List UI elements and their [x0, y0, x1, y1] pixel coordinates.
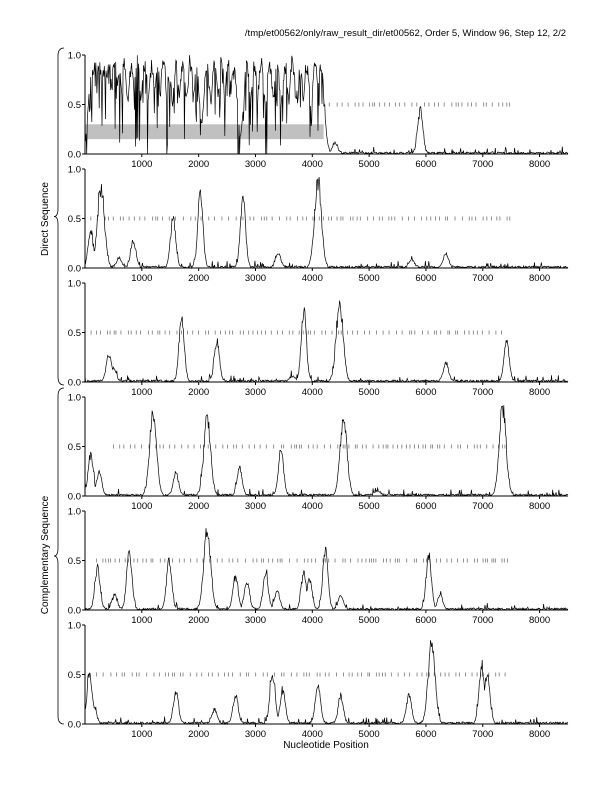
x-tick-label: 6000 — [415, 387, 436, 398]
direct-bracket — [53, 47, 65, 386]
x-tick-label: 3000 — [245, 615, 266, 626]
figure-header-title: /tmp/et00562/only/raw_result_dir/et00562… — [245, 28, 566, 39]
x-tick-label: 4000 — [302, 501, 323, 512]
x-tick-label: 8000 — [529, 273, 550, 284]
panel-5: 0.0 0.5 1.0 1000 2000 3000 4000 5000 6000 7000 800… — [68, 507, 569, 626]
y-tick-label: 0.5 — [68, 442, 81, 453]
panel-6: 0.0 0.5 1.0 1000 2000 3000 4000 5000 6000 7000 800… — [68, 621, 569, 740]
x-tick-label: 1000 — [131, 159, 152, 170]
y-tick-label: 0.0 — [68, 150, 81, 161]
x-tick-label: 7000 — [472, 273, 493, 284]
x-tick-label: 4000 — [302, 159, 323, 170]
x-tick-label: 7000 — [472, 387, 493, 398]
hit-marks — [95, 558, 509, 563]
x-tick-label: 5000 — [359, 501, 380, 512]
x-tick-label: 8000 — [529, 615, 550, 626]
y-tick-label: 1.0 — [68, 621, 81, 632]
y-tick-label: 1.0 — [68, 279, 81, 290]
signal-trace — [84, 640, 569, 726]
x-tick-label: 1000 — [131, 615, 152, 626]
signal-trace — [84, 177, 569, 270]
shaded-band — [85, 124, 324, 140]
y-tick-label: 1.0 — [68, 165, 81, 176]
complementary-bracket — [53, 387, 65, 725]
x-tick-label: 6000 — [415, 615, 436, 626]
x-tick-label: 5000 — [359, 729, 380, 740]
y-tick-label: 0.0 — [68, 264, 81, 275]
x-tick-label: 3000 — [245, 387, 266, 398]
signal-trace — [84, 300, 569, 384]
x-tick-label: 5000 — [359, 273, 380, 284]
y-tick-label: 0.0 — [68, 720, 81, 731]
x-tick-label: 5000 — [359, 615, 380, 626]
x-tick-label: 4000 — [302, 615, 323, 626]
x-tick-label: 4000 — [302, 273, 323, 284]
x-tick-label: 7000 — [472, 615, 493, 626]
complementary-sequence-label: Complementary Sequence — [40, 495, 51, 614]
y-tick-label: 1.0 — [68, 51, 81, 62]
x-tick-label: 5000 — [359, 159, 380, 170]
signal-trace — [84, 528, 569, 612]
x-axis-title: Nucleotide Position — [283, 740, 369, 751]
y-tick-label: 0.5 — [68, 670, 81, 681]
signal-trace — [84, 405, 569, 498]
x-tick-label: 8000 — [529, 501, 550, 512]
x-tick-label: 6000 — [415, 501, 436, 512]
x-tick-label: 4000 — [302, 387, 323, 398]
hit-marks — [84, 216, 511, 221]
panel-1: 0.0 0.5 1.0 1000 2000 3000 4000 5000 6000 7000 800… — [68, 51, 569, 170]
x-tick-label: 8000 — [529, 729, 550, 740]
x-tick-label: 7000 — [472, 501, 493, 512]
x-tick-label: 8000 — [529, 159, 550, 170]
x-tick-label: 1000 — [131, 501, 152, 512]
direct-sequence-label: Direct Sequence — [40, 182, 51, 256]
panel-4: 0.0 0.5 1.0 1000 2000 3000 4000 5000 6000 7000 800… — [68, 393, 569, 512]
hit-marks — [95, 672, 506, 677]
x-tick-label: 2000 — [188, 387, 209, 398]
group-brackets — [53, 47, 65, 725]
x-tick-label: 1000 — [131, 273, 152, 284]
y-tick-label: 0.0 — [68, 492, 81, 503]
y-tick-label: 1.0 — [68, 507, 81, 518]
y-tick-label: 0.5 — [68, 214, 81, 225]
x-tick-label: 7000 — [472, 729, 493, 740]
x-tick-label: 1000 — [131, 387, 152, 398]
x-tick-label: 2000 — [188, 615, 209, 626]
x-tick-label: 6000 — [415, 159, 436, 170]
x-tick-label: 5000 — [359, 387, 380, 398]
signal-trace — [84, 55, 569, 156]
y-tick-label: 0.5 — [68, 556, 81, 567]
x-tick-label: 2000 — [188, 501, 209, 512]
x-tick-label: 3000 — [245, 273, 266, 284]
x-tick-label: 6000 — [415, 729, 436, 740]
hit-marks — [113, 444, 506, 449]
panel-3: 0.0 0.5 1.0 1000 2000 3000 4000 5000 6000 7000 800… — [68, 279, 569, 398]
x-tick-label: 2000 — [188, 159, 209, 170]
x-tick-label: 1000 — [131, 729, 152, 740]
y-tick-label: 0.0 — [68, 378, 81, 389]
x-tick-label: 8000 — [529, 387, 550, 398]
hit-marks — [323, 102, 511, 107]
x-tick-label: 3000 — [245, 159, 266, 170]
x-tick-label: 3000 — [245, 501, 266, 512]
y-tick-label: 0.5 — [68, 328, 81, 339]
x-tick-label: 3000 — [245, 729, 266, 740]
x-tick-label: 6000 — [415, 273, 436, 284]
panels-container: 0.0 0.5 1.0 1000 2000 3000 4000 5000 6000 7000 800… — [68, 51, 569, 740]
hit-marks — [84, 330, 502, 335]
x-tick-label: 4000 — [302, 729, 323, 740]
y-tick-label: 0.5 — [68, 100, 81, 111]
x-tick-label: 2000 — [188, 729, 209, 740]
panel-2: 0.0 0.5 1.0 1000 2000 3000 4000 5000 6000 7000 800… — [68, 165, 569, 284]
y-tick-label: 1.0 — [68, 393, 81, 404]
x-tick-label: 2000 — [188, 273, 209, 284]
y-tick-label: 0.0 — [68, 606, 81, 617]
x-tick-label: 7000 — [472, 159, 493, 170]
